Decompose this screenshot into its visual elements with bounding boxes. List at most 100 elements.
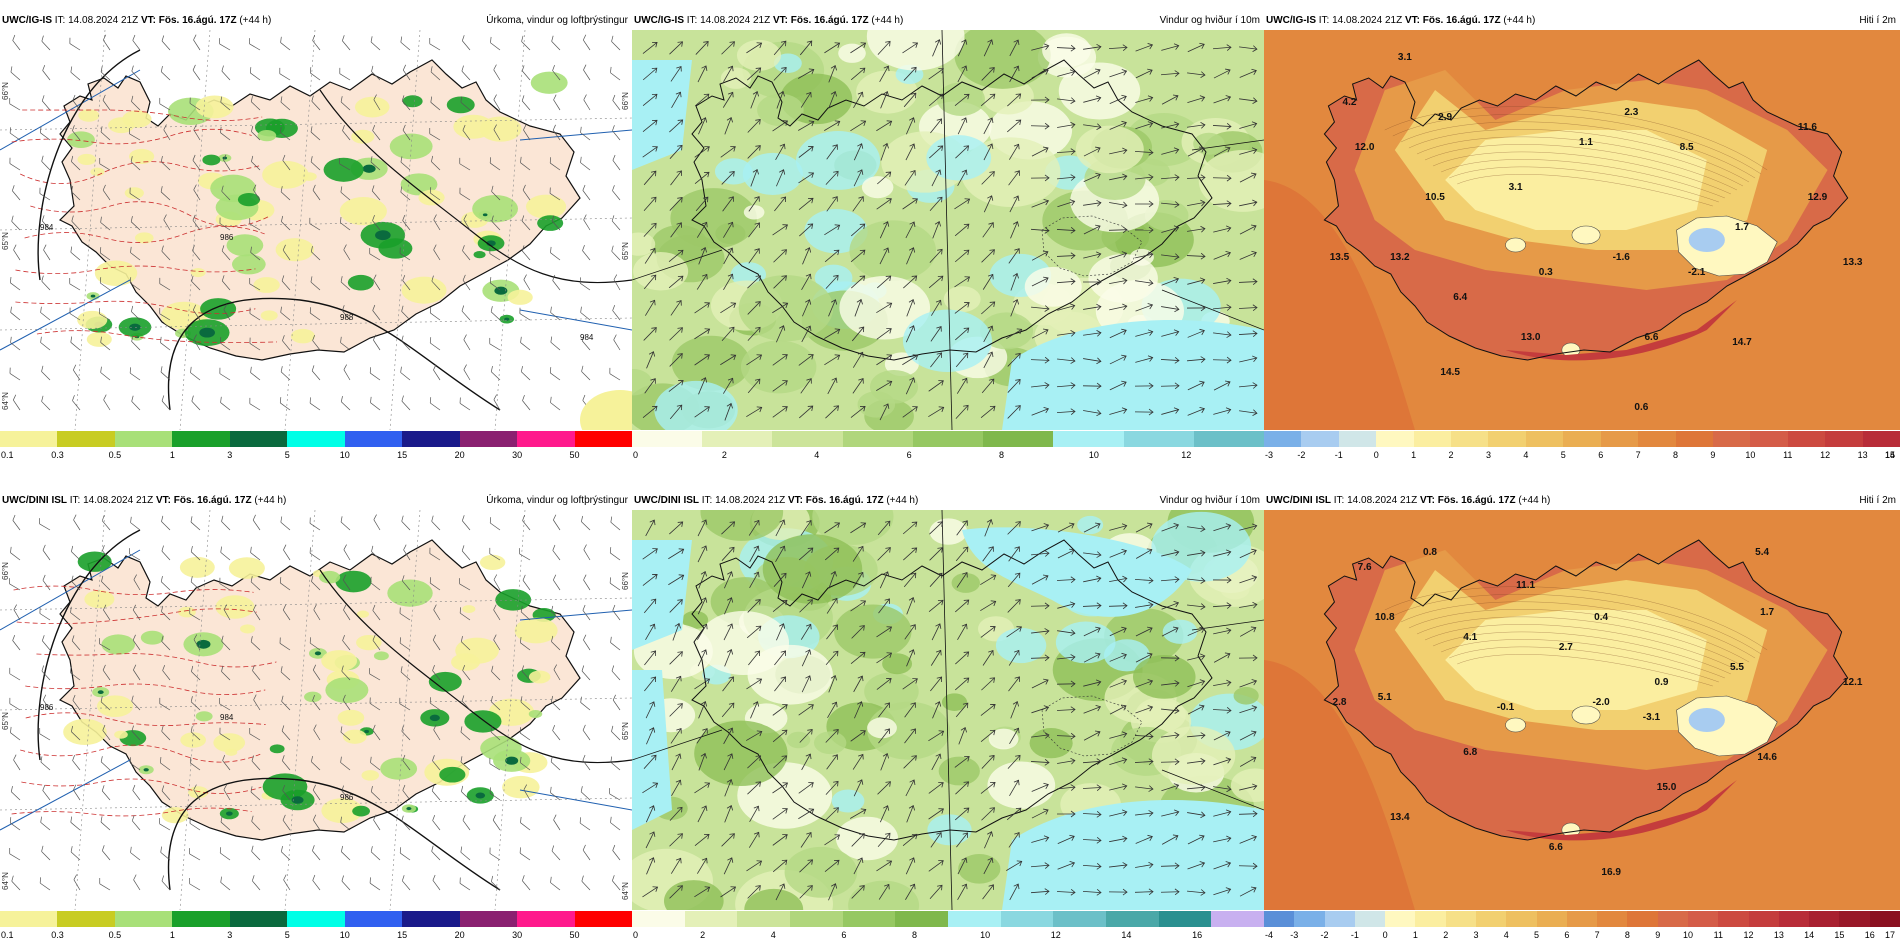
colorbar-label: 8 <box>998 450 1004 460</box>
meridian <box>0 759 131 831</box>
wind-barb <box>612 94 621 111</box>
wind-barb <box>429 397 441 411</box>
wind-arrow <box>1083 575 1102 583</box>
wind-arrow <box>1009 195 1020 213</box>
wind-barb <box>40 306 51 321</box>
wind-arrow <box>957 883 968 901</box>
wind-arrow <box>722 196 734 212</box>
wind-arrow <box>877 520 891 536</box>
wind-barb <box>160 336 171 351</box>
wind-barb <box>340 96 351 111</box>
wind-arrow <box>906 117 916 135</box>
wind-arrow <box>1213 146 1231 157</box>
temp-label: 8.5 <box>1680 142 1694 153</box>
wind-barb <box>401 335 411 351</box>
precip-area <box>84 590 115 609</box>
wind-arrow <box>774 650 787 666</box>
precip-area <box>337 709 365 726</box>
wind-barb <box>311 575 321 591</box>
wind-barb <box>41 215 51 231</box>
temp-contour <box>15 265 256 275</box>
wind-barb <box>611 665 621 681</box>
wind-arrow <box>1187 356 1206 363</box>
wind-barb <box>221 65 231 81</box>
wind-barb <box>253 184 261 201</box>
colorbar-segment <box>1385 911 1416 927</box>
precip-area <box>231 254 266 275</box>
temp-band <box>1264 660 1415 910</box>
colorbar-label: 14 <box>1804 930 1815 940</box>
wind-arrow <box>643 170 657 186</box>
wind-barb <box>340 216 351 231</box>
wind-arrow <box>1109 354 1127 365</box>
wind-arrow <box>1213 757 1232 766</box>
colorbar-segment <box>344 431 403 447</box>
precip-area <box>439 766 466 783</box>
colorbar-label: 9 <box>1655 930 1661 940</box>
colorbar-label: 50 <box>569 930 580 940</box>
wind-arrow <box>1187 889 1206 896</box>
precip-area <box>472 194 519 223</box>
wind-arrow <box>802 299 812 317</box>
wind-arrow <box>1239 355 1258 363</box>
wind-barb <box>160 576 171 591</box>
wind-barb <box>71 545 81 561</box>
glacier <box>1505 717 1526 733</box>
wind-arrow <box>1108 44 1128 51</box>
wind-speed-area <box>864 672 919 711</box>
precip-area <box>325 677 369 703</box>
colorbar-label: 15 <box>397 930 408 940</box>
colorbar <box>1264 911 1900 927</box>
wind-barb <box>99 277 111 291</box>
wind-arrow <box>1239 382 1258 389</box>
temp-label: -2.1 <box>1688 267 1706 278</box>
wind-arrow <box>1083 522 1101 533</box>
wind-barb <box>160 846 171 861</box>
wind-arrow <box>746 625 762 639</box>
wind-arrow <box>826 754 838 770</box>
wind-arrow <box>955 651 970 665</box>
wind-arrow <box>905 377 916 395</box>
wind-barb <box>343 604 351 621</box>
wind-arrow <box>954 276 971 288</box>
wind-arrow <box>1161 732 1180 739</box>
wind-barb <box>371 545 381 561</box>
wind-barb <box>73 874 81 891</box>
colorbar-segment <box>1839 911 1871 927</box>
wind-barb <box>220 396 231 411</box>
wind-arrow <box>1057 69 1076 77</box>
colorbar-label: 16 <box>1864 930 1875 940</box>
wind-barb <box>160 186 171 201</box>
wind-arrow <box>720 354 737 366</box>
land-temp <box>1445 610 1707 710</box>
wind-arrow <box>801 649 812 667</box>
wind-arrow <box>825 780 839 795</box>
wind-arrow <box>746 42 763 54</box>
colorbar-label: -4 <box>1265 930 1274 940</box>
wind-barb <box>371 185 381 201</box>
wind-barb <box>489 337 501 351</box>
wind-barb <box>401 725 411 741</box>
wind-arrow <box>828 90 837 109</box>
colorbar-segment <box>737 911 791 927</box>
precip-area <box>354 96 390 118</box>
wind-barb <box>193 184 201 201</box>
wind-arrow <box>980 729 996 743</box>
wind-arrow <box>670 170 682 186</box>
wind-arrow <box>723 221 734 238</box>
wind-barb <box>250 546 261 561</box>
panel-title: Vindur og hviður í 10m <box>1159 495 1260 506</box>
wind-barb <box>430 96 441 111</box>
wind-arrow <box>723 727 734 745</box>
wind-barb <box>73 514 81 531</box>
wind-barb <box>130 246 141 261</box>
wind-arrow <box>1240 756 1257 767</box>
wind-barb <box>101 515 111 531</box>
strong-wind-area <box>1002 320 1264 430</box>
wind-arrow <box>721 171 735 185</box>
init-time: 14.08.2024 21Z <box>1332 15 1403 26</box>
wind-barb <box>132 784 141 801</box>
wind-barb <box>13 604 21 621</box>
colorbar-segment <box>1264 911 1295 927</box>
wind-barb <box>399 697 411 711</box>
